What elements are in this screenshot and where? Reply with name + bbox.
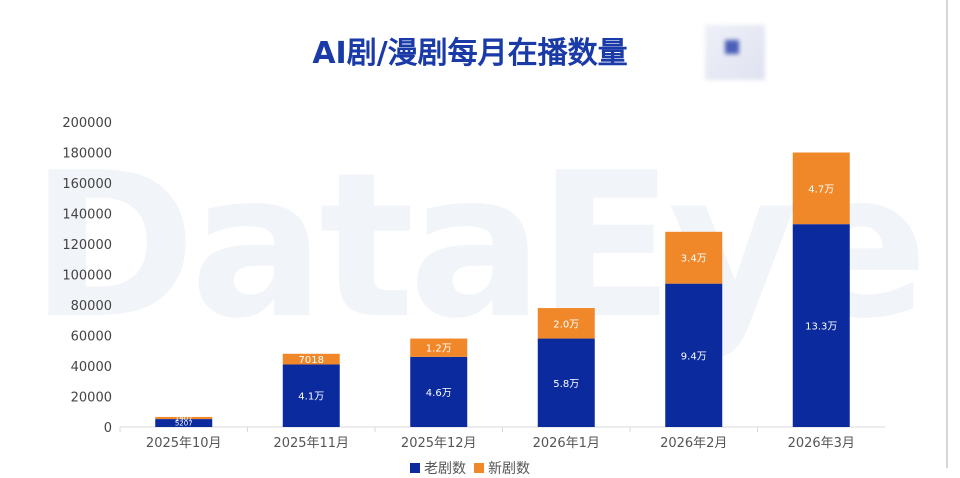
- data-label: 5207: [175, 420, 193, 428]
- data-label: 13.3万: [805, 322, 837, 333]
- data-label: 7018: [299, 355, 324, 366]
- y-tick-label: 140000: [62, 208, 112, 223]
- bar-old: [155, 419, 213, 427]
- bar-chart: 0 20000 40000 60000 80000 100000 120000 140000 1…: [62, 116, 885, 451]
- chart-title: AI剧/漫剧每月在播数量: [312, 36, 628, 71]
- y-tick-label: 60000: [71, 330, 112, 345]
- legend-item-old: 老剧数: [410, 458, 466, 478]
- data-label: 1407: [175, 415, 193, 423]
- bar-old: [282, 364, 340, 427]
- bar-new: [792, 152, 850, 225]
- y-tick-label: 80000: [71, 299, 112, 314]
- bar-new: [410, 338, 468, 357]
- bar-new: [155, 416, 213, 420]
- bar-old: [410, 356, 468, 427]
- x-tick-label: 2026年3月: [788, 436, 855, 451]
- y-tick-label: 200000: [62, 116, 112, 131]
- data-label: 5.8万: [553, 379, 579, 390]
- data-label: 4.7万: [808, 184, 834, 195]
- data-label: 9.4万: [681, 351, 707, 362]
- y-tick-label: 0: [104, 421, 112, 436]
- bar-old: [537, 338, 595, 427]
- x-tick-label: 2026年2月: [660, 436, 727, 451]
- blurred-logo: [705, 25, 765, 80]
- data-label: 3.4万: [681, 254, 707, 265]
- watermark: DataEye: [30, 130, 928, 363]
- data-label: 1.2万: [426, 344, 452, 355]
- y-tick-label: 160000: [62, 177, 112, 192]
- bar-old: [792, 224, 850, 427]
- data-label: 2.0万: [553, 319, 579, 330]
- x-tick-label: 2025年10月: [146, 436, 222, 451]
- y-tick-label: 20000: [71, 391, 112, 406]
- y-tick-label: 180000: [62, 147, 112, 162]
- legend-item-new: 新剧数: [474, 458, 530, 478]
- legend: 老剧数 新剧数: [410, 458, 530, 478]
- x-tick-label: 2025年11月: [273, 436, 349, 451]
- data-label: 4.6万: [426, 388, 452, 399]
- x-tick-label: 2026年1月: [533, 436, 600, 451]
- y-tick-label: 100000: [62, 269, 112, 284]
- bar-new: [537, 308, 595, 339]
- bar-new: [282, 353, 340, 365]
- right-border: [946, 0, 948, 468]
- bar-new: [665, 231, 723, 284]
- bar-old: [665, 283, 723, 427]
- data-label: 4.1万: [298, 392, 324, 403]
- x-tick-label: 2025年12月: [401, 436, 477, 451]
- y-tick-label: 120000: [62, 238, 112, 253]
- y-tick-label: 40000: [71, 360, 112, 375]
